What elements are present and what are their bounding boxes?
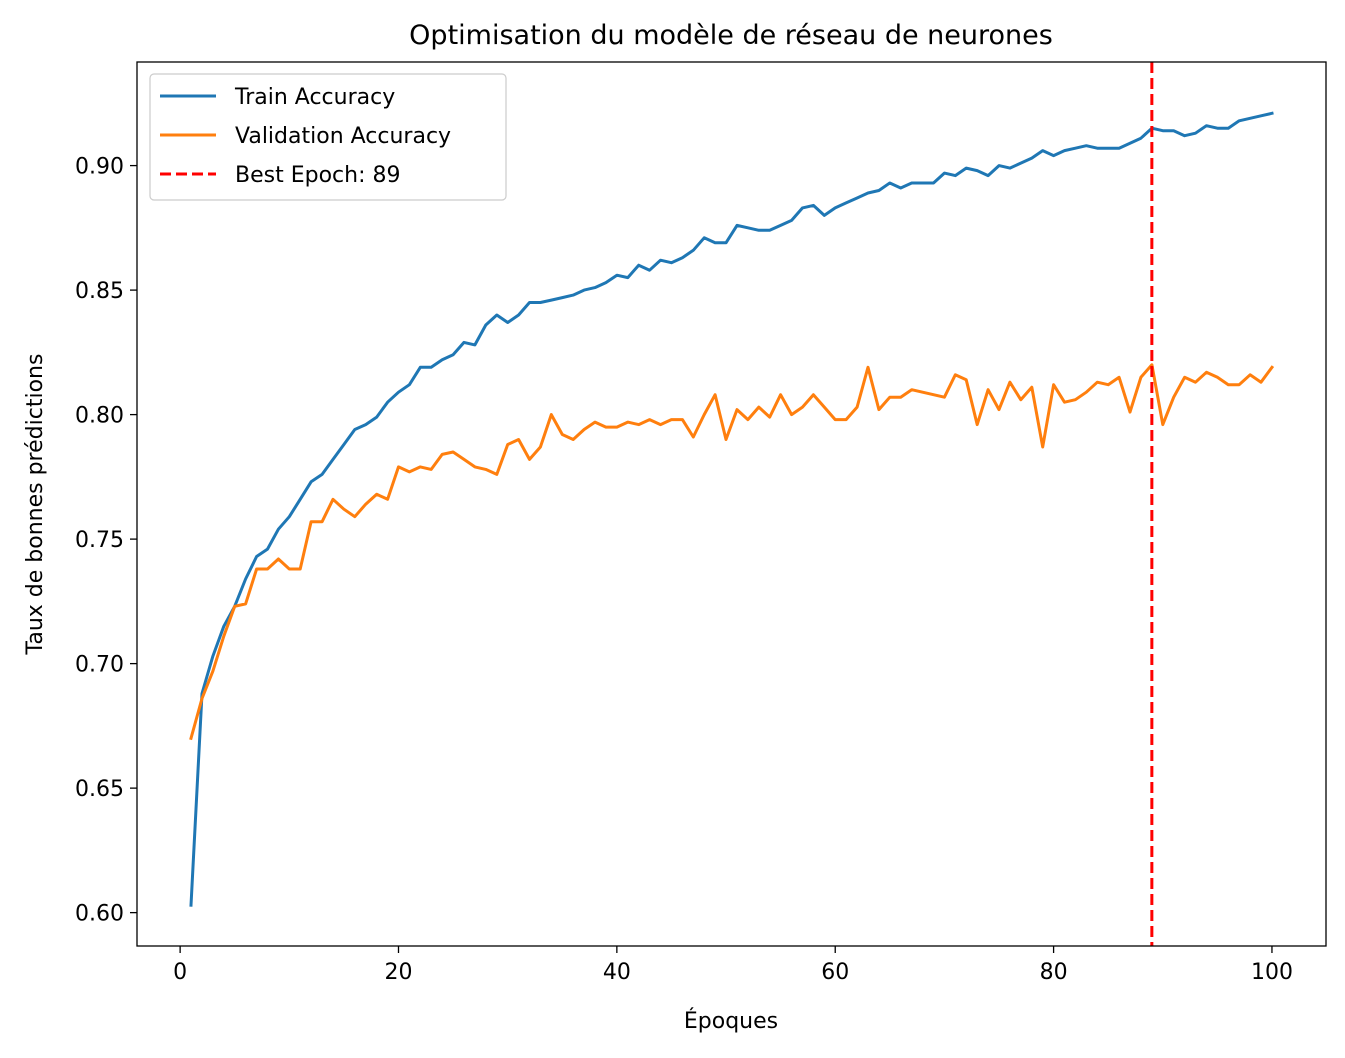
series-line-train-accuracy	[189, 111, 1274, 907]
x-tick-label: 40	[603, 960, 631, 985]
axes-frame	[136, 61, 1327, 947]
legend-label-best-epoch: Best Epoch: 89	[235, 163, 400, 188]
legend-label-validation: Validation Accuracy	[235, 124, 451, 149]
series-layer	[189, 111, 1275, 907]
y-tick-label: 0.85	[75, 279, 124, 304]
x-tick-label: 0	[173, 960, 187, 985]
legend: Train Accuracy Validation Accuracy Best …	[149, 73, 507, 201]
x-tick-label: 60	[821, 960, 849, 985]
x-axis-ticks: 0 20 40 60 80 100	[173, 946, 1293, 985]
x-tick-label: 100	[1251, 960, 1293, 985]
chart-title: Optimisation du modèle de réseau de neur…	[409, 20, 1053, 51]
y-tick-label: 0.70	[75, 653, 124, 678]
x-tick-label: 80	[1040, 960, 1068, 985]
x-axis-label: Époques	[684, 1008, 778, 1034]
y-tick-label: 0.60	[75, 902, 124, 927]
y-tick-label: 0.80	[75, 404, 124, 429]
series-line-validation-accuracy	[189, 363, 1275, 741]
y-tick-label: 0.65	[75, 777, 124, 802]
legend-label-train: Train Accuracy	[234, 85, 395, 110]
legend-box	[149, 73, 507, 201]
plot-area	[136, 61, 1327, 947]
y-tick-label: 0.90	[75, 155, 124, 180]
y-axis-label: Taux de bonnes prédictions	[23, 354, 48, 656]
x-tick-label: 20	[384, 960, 412, 985]
y-axis-ticks: 0.60 0.65 0.70 0.75 0.80 0.85 0.90	[75, 155, 137, 927]
y-tick-label: 0.75	[75, 528, 124, 553]
